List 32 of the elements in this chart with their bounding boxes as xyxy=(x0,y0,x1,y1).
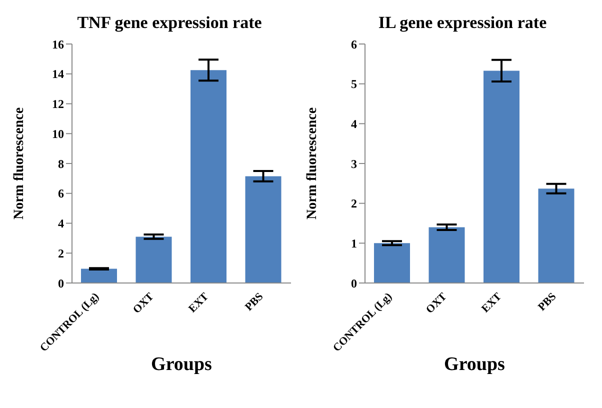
y-tick-label: 3 xyxy=(351,156,357,171)
x-axis-title: Groups xyxy=(444,354,505,375)
y-tick-label: 4 xyxy=(58,216,64,231)
y-tick-label: 4 xyxy=(351,116,357,131)
y-tick-label: 2 xyxy=(351,196,357,211)
chart-title: IL gene expression rate xyxy=(377,12,548,34)
chart-title: TNF gene expression rate xyxy=(76,12,263,34)
bar xyxy=(484,70,520,283)
y-tick-label: 5 xyxy=(351,77,357,92)
y-tick-label: 6 xyxy=(58,186,64,201)
y-tick-label: 12 xyxy=(52,97,64,112)
y-axis-title: Norm fluorescence xyxy=(304,107,320,220)
bar xyxy=(190,70,226,283)
x-tick-label: PBS xyxy=(536,290,559,314)
y-tick-label: 14 xyxy=(52,67,64,82)
y-tick-label: 0 xyxy=(58,276,64,290)
bar xyxy=(245,176,282,283)
y-tick-label: 0 xyxy=(351,276,357,290)
bar xyxy=(81,268,117,283)
y-axis-title: Norm fluorescence xyxy=(12,107,27,220)
y-tick-label: 8 xyxy=(58,156,64,171)
y-tick-label: 1 xyxy=(351,236,357,250)
y-tick-label: 10 xyxy=(52,126,64,141)
bar xyxy=(538,188,574,283)
x-axis-title: Groups xyxy=(151,354,212,375)
bar xyxy=(428,227,465,283)
y-tick-label: 2 xyxy=(58,246,64,260)
bar xyxy=(374,243,410,283)
x-tick-label: PBS xyxy=(242,290,266,314)
y-tick-label: 6 xyxy=(351,37,357,52)
y-tick-label: 16 xyxy=(52,37,64,52)
bar xyxy=(136,236,172,283)
